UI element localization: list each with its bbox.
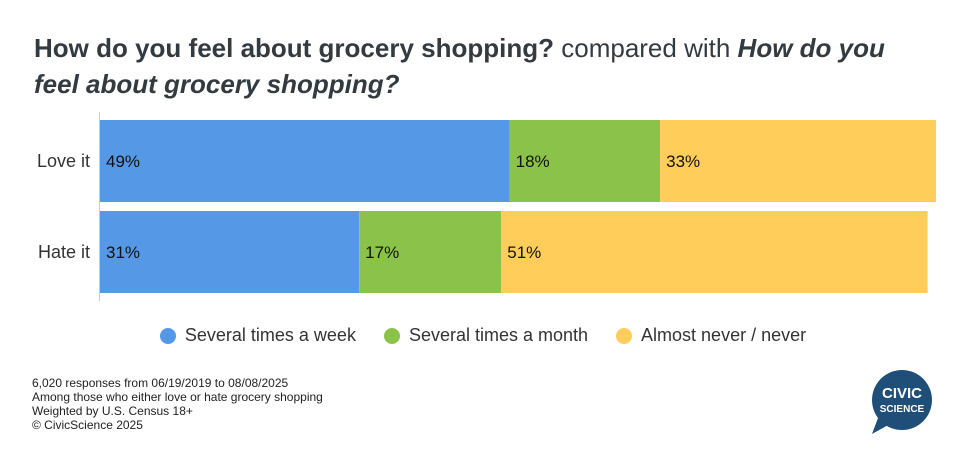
civicscience-logo: CIVIC SCIENCE xyxy=(872,370,932,434)
chart-footer: 6,020 responses from 06/19/2019 to 08/08… xyxy=(32,376,323,432)
legend-item: Several times a week xyxy=(159,325,356,346)
legend-swatch xyxy=(159,327,176,344)
legend-label: Several times a week xyxy=(184,325,356,345)
footer-responses: 6,020 responses from 06/19/2019 to 08/08… xyxy=(32,376,289,390)
legend-label: Several times a month xyxy=(408,325,589,345)
bar-segment xyxy=(100,211,360,293)
chart-title: How do you feel about grocery shopping? … xyxy=(34,30,934,102)
footer-copyright: © CivicScience 2025 xyxy=(32,418,143,432)
title-question-1: How do you feel about grocery shopping? xyxy=(34,33,555,63)
logo-bubble-tail xyxy=(872,418,890,434)
legend-swatch xyxy=(616,327,633,344)
bar-data-label: 49% xyxy=(106,152,140,171)
footer-weighting: Weighted by U.S. Census 18+ xyxy=(32,404,193,418)
bar-segment xyxy=(359,211,502,293)
legend-swatch xyxy=(383,327,400,344)
legend-label: Almost never / never xyxy=(641,325,807,345)
legend-item: Several times a month xyxy=(383,325,589,346)
logo-bubble xyxy=(872,370,932,430)
logo-text-science: SCIENCE xyxy=(880,404,925,415)
logo-text-civic: CIVIC xyxy=(882,385,922,402)
bar-segment xyxy=(501,211,928,293)
legend-item: Almost never / never xyxy=(616,325,806,346)
category-label: Love it xyxy=(37,151,90,171)
bar-data-label: 33% xyxy=(666,152,700,171)
bar-segment xyxy=(660,120,936,202)
bar-data-label: 17% xyxy=(365,243,399,262)
footer-population: Among those who either love or hate groc… xyxy=(32,390,323,404)
category-label: Hate it xyxy=(38,242,90,262)
chart-legend: Several times a week Several times a mont… xyxy=(0,325,966,346)
title-question-2: How do you feel about grocery shopping? xyxy=(34,33,885,99)
bar-data-label: 51% xyxy=(507,243,541,262)
bar-segment xyxy=(100,120,510,202)
bar-segment xyxy=(509,120,661,202)
bar-data-label: 31% xyxy=(106,243,140,262)
bar-data-label: 18% xyxy=(516,152,550,171)
title-connector: compared with xyxy=(554,33,738,63)
